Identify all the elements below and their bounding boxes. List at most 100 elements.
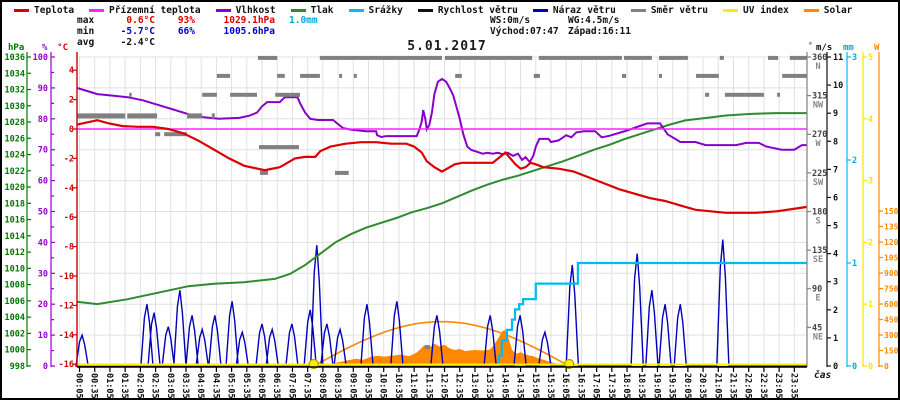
svg-text:3: 3 [833, 278, 838, 288]
svg-text:°: ° [808, 41, 813, 50]
legend-swatch-icon [630, 9, 646, 12]
svg-text:NW: NW [813, 101, 824, 111]
legend-swatch-icon [290, 9, 306, 12]
svg-text:0: 0 [868, 362, 873, 372]
wind-row: WS:0m/s WG:4.5m/s [490, 15, 631, 26]
legend: Teplota Přízemní teplota Vlhkost Tlak Srážky… [14, 5, 852, 16]
avg-temperature: -2.4°C [120, 37, 155, 48]
svg-text:100: 100 [33, 53, 48, 63]
svg-text:7: 7 [833, 165, 838, 175]
svg-text:-6: -6 [64, 213, 74, 223]
svg-text:22:05: 22:05 [743, 373, 753, 399]
svg-text:00:35: 00:35 [89, 373, 99, 399]
legend-item: Tlak [290, 5, 334, 16]
svg-text:21:35: 21:35 [727, 373, 737, 399]
min-label: min [77, 26, 95, 37]
svg-text:NE: NE [813, 332, 823, 342]
legend-label: Tlak [310, 5, 334, 16]
svg-text:1034: 1034 [5, 69, 25, 79]
legend-item: Srážky [348, 5, 403, 16]
svg-text:1006: 1006 [5, 297, 25, 307]
legend-swatch-icon [89, 9, 105, 12]
svg-text:18:05: 18:05 [621, 373, 631, 399]
svg-text:270: 270 [812, 130, 827, 140]
svg-text:1350: 1350 [884, 223, 900, 232]
min-humidity: 66% [177, 26, 195, 37]
svg-text:01:35: 01:35 [119, 373, 129, 399]
svg-text:2: 2 [69, 96, 74, 106]
legend-swatch-icon [723, 9, 739, 12]
svg-text:S: S [815, 216, 820, 226]
max-temperature: 0.6°C [126, 15, 155, 26]
rain-axis: 3 2 1 0 mm [843, 43, 857, 372]
legend-label: Vlhkost [235, 5, 276, 16]
svg-text:°C: °C [57, 43, 68, 53]
svg-text:1022: 1022 [5, 167, 25, 177]
svg-text:04:35: 04:35 [210, 373, 220, 399]
svg-text:čas: čas [814, 370, 831, 381]
svg-text:16:05: 16:05 [560, 373, 570, 399]
svg-text:450: 450 [884, 316, 899, 325]
svg-text:m/s: m/s [816, 43, 832, 53]
legend-item: UV index [723, 5, 789, 16]
legend-swatch-icon [803, 9, 819, 12]
legend-label: Náraz větru [552, 5, 616, 16]
svg-text:-10: -10 [59, 272, 74, 282]
max-pressure: 1029.1hPa [223, 15, 275, 26]
rain-total: 1.0mm [289, 15, 318, 26]
svg-text:12:05: 12:05 [439, 373, 449, 399]
svg-text:1016: 1016 [5, 216, 25, 226]
rain-series [77, 261, 807, 368]
svg-text:04:05: 04:05 [195, 373, 205, 399]
svg-text:2: 2 [852, 156, 857, 166]
wind-gust-series [75, 239, 807, 367]
svg-text:1050: 1050 [884, 254, 900, 263]
svg-text:-12: -12 [59, 301, 74, 311]
svg-text:15:35: 15:35 [545, 373, 555, 399]
svg-text:08:05: 08:05 [317, 373, 327, 399]
svg-text:13:05: 13:05 [469, 373, 479, 399]
svg-text:00:05: 00:05 [74, 373, 84, 399]
svg-text:2: 2 [868, 238, 873, 248]
svg-text:1032: 1032 [5, 86, 25, 96]
min-pressure: 1005.6hPa [223, 26, 275, 37]
stats-row-avg: avg -2.4°C [77, 37, 318, 48]
legend-swatch-icon [532, 9, 548, 12]
avg-label: avg [77, 37, 95, 48]
svg-text:998: 998 [10, 362, 25, 372]
legend-item: Směr větru [630, 5, 708, 16]
legend-label: Rychlost větru [437, 5, 518, 16]
svg-text:20:05: 20:05 [682, 373, 692, 399]
wind-gust-value: WG:4.5m/s [568, 15, 620, 26]
svg-text:23:35: 23:35 [788, 373, 798, 399]
svg-text:SE: SE [813, 255, 823, 265]
svg-text:0: 0 [884, 362, 889, 371]
svg-text:0: 0 [852, 362, 857, 372]
legend-label: Přízemní teplota [109, 5, 201, 16]
svg-text:0: 0 [833, 362, 838, 372]
svg-text:06:05: 06:05 [256, 373, 266, 399]
svg-text:17:35: 17:35 [606, 373, 616, 399]
svg-text:8: 8 [833, 137, 838, 147]
svg-text:1012: 1012 [5, 248, 25, 258]
svg-text:1028: 1028 [5, 118, 25, 128]
svg-text:40: 40 [38, 238, 48, 248]
svg-text:1002: 1002 [5, 329, 25, 339]
svg-text:1: 1 [868, 300, 873, 310]
svg-text:05:05: 05:05 [226, 373, 236, 399]
svg-text:4: 4 [69, 66, 74, 76]
wind-sun-block: WS:0m/s WG:4.5m/s Východ:07:47 Západ:16:11 [490, 15, 631, 37]
svg-text:13:35: 13:35 [484, 373, 494, 399]
legend-item: Rychlost větru [417, 5, 518, 16]
svg-text:80: 80 [38, 115, 48, 125]
svg-text:E: E [815, 294, 820, 304]
stats-row-max: max 0.6°C 93% 1029.1hPa 1.0mm [77, 15, 318, 26]
svg-text:W: W [874, 43, 880, 53]
svg-text:90: 90 [812, 285, 822, 295]
svg-text:20:35: 20:35 [697, 373, 707, 399]
svg-text:3: 3 [852, 53, 857, 63]
svg-text:70: 70 [38, 146, 48, 156]
